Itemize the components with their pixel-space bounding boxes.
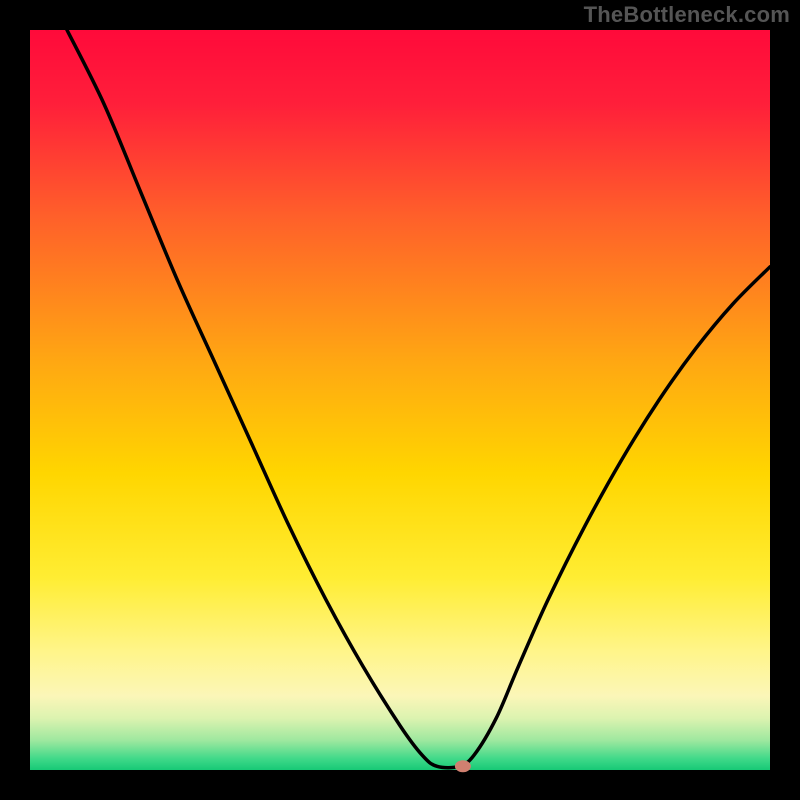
watermark-text: TheBottleneck.com: [584, 2, 790, 28]
chart-stage: TheBottleneck.com: [0, 0, 800, 800]
bottleneck-marker: [455, 760, 471, 772]
bottleneck-chart: [0, 0, 800, 800]
